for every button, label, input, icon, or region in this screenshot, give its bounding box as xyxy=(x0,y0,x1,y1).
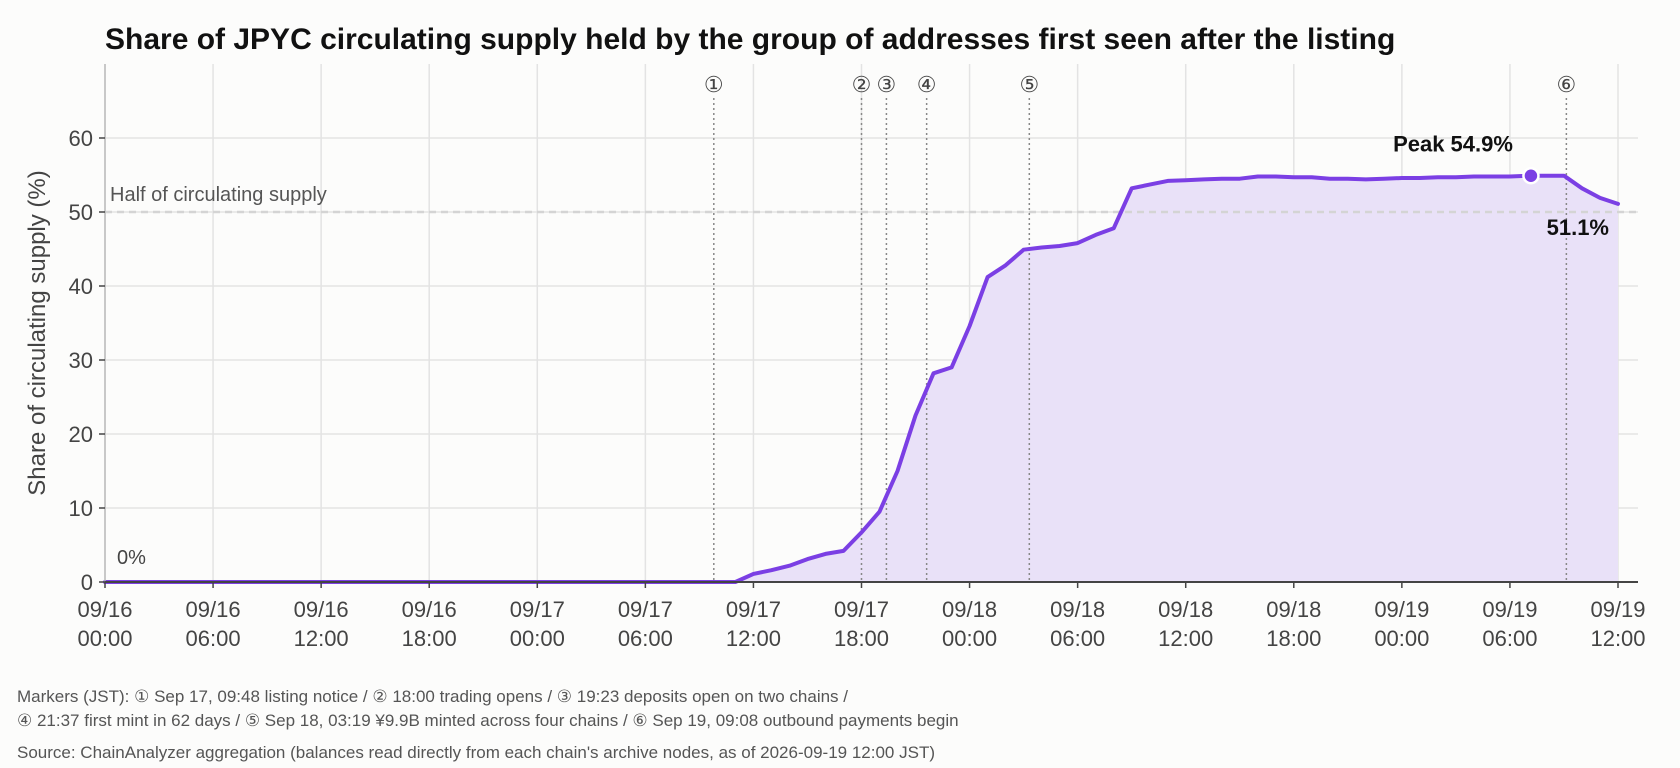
x-tick-time: 06:00 xyxy=(1050,626,1105,651)
x-tick-time: 06:00 xyxy=(618,626,673,651)
y-tick-label: 50 xyxy=(69,200,93,225)
x-tick-time: 00:00 xyxy=(1374,626,1429,651)
markers-note-line-2: ④ 21:37 first mint in 62 days / ⑤ Sep 18… xyxy=(17,711,959,730)
markers-note: Markers (JST): ① Sep 17, 09:48 listing n… xyxy=(17,685,959,733)
line-layer xyxy=(103,173,1620,584)
y-tick-label: 10 xyxy=(69,496,93,521)
x-tick-time: 12:00 xyxy=(726,626,781,651)
x-tick-time: 18:00 xyxy=(1266,626,1321,651)
y-axis-label: Share of circulating supply (%) xyxy=(24,170,51,495)
x-tick-date: 09/19 xyxy=(1482,597,1537,622)
area-layer xyxy=(105,175,1618,582)
x-tick-time: 18:00 xyxy=(402,626,457,651)
event-marker-label: ⑥ xyxy=(1556,72,1576,97)
event-marker-label: ① xyxy=(704,72,724,97)
markers-note-line-1: Markers (JST): ① Sep 17, 09:48 listing n… xyxy=(17,687,849,706)
start-value-label: 0% xyxy=(117,547,146,569)
x-tick-time: 00:00 xyxy=(510,626,565,651)
x-tick-time: 12:00 xyxy=(1158,626,1213,651)
annotation-layer: Peak 54.9% 51.1% 0% xyxy=(117,132,1609,569)
x-tick-date: 09/18 xyxy=(942,597,997,622)
peak-point xyxy=(1522,166,1540,185)
x-tick-date: 09/17 xyxy=(834,597,889,622)
x-tick-date: 09/17 xyxy=(510,597,565,622)
x-tick-date: 09/19 xyxy=(1590,597,1645,622)
y-tick-label: 40 xyxy=(69,274,93,299)
x-tick-date: 09/16 xyxy=(294,597,349,622)
x-tick-date: 09/17 xyxy=(618,597,673,622)
x-tick-date: 09/16 xyxy=(186,597,241,622)
y-tick-label: 60 xyxy=(69,126,93,151)
x-tick-time: 00:00 xyxy=(942,626,997,651)
axes: 0 10 20 30 40 50 60 09/16 00:00 09/16 06:00 09/16 12… xyxy=(69,64,1646,651)
source-note: Source: ChainAnalyzer aggregation (balan… xyxy=(17,741,935,765)
x-tick-date: 09/19 xyxy=(1374,597,1429,622)
y-tick-label: 30 xyxy=(69,348,93,373)
reference-line-label: Half of circulating supply xyxy=(110,184,327,206)
x-tick-date: 09/16 xyxy=(77,597,132,622)
x-tick-date: 09/16 xyxy=(402,597,457,622)
end-value-label: 51.1% xyxy=(1547,215,1609,240)
x-tick-time: 06:00 xyxy=(186,626,241,651)
x-tick-time: 00:00 xyxy=(77,626,132,651)
source-text: Source: ChainAnalyzer aggregation (balan… xyxy=(17,743,935,762)
event-marker-label: ② xyxy=(852,72,872,97)
y-tick-label: 0 xyxy=(81,570,93,595)
event-marker-label: ④ xyxy=(917,72,937,97)
x-tick-date: 09/18 xyxy=(1050,597,1105,622)
event-marker-label: ⑤ xyxy=(1019,72,1039,97)
x-tick-time: 12:00 xyxy=(294,626,349,651)
chart-title: Share of JPYC circulating supply held by… xyxy=(105,23,1395,56)
x-tick-date: 09/17 xyxy=(726,597,781,622)
x-tick-time: 18:00 xyxy=(834,626,889,651)
x-tick-date: 09/18 xyxy=(1266,597,1321,622)
peak-label: Peak 54.9% xyxy=(1393,132,1513,157)
x-tick-time: 06:00 xyxy=(1482,626,1537,651)
x-tick-time: 12:00 xyxy=(1590,626,1645,651)
series-line xyxy=(103,173,1620,584)
event-marker-label: ③ xyxy=(877,72,897,97)
series-area xyxy=(105,175,1618,582)
reference-layer: Half of circulating supply xyxy=(105,184,1638,214)
x-tick-date: 09/18 xyxy=(1158,597,1213,622)
y-tick-label: 20 xyxy=(69,422,93,447)
